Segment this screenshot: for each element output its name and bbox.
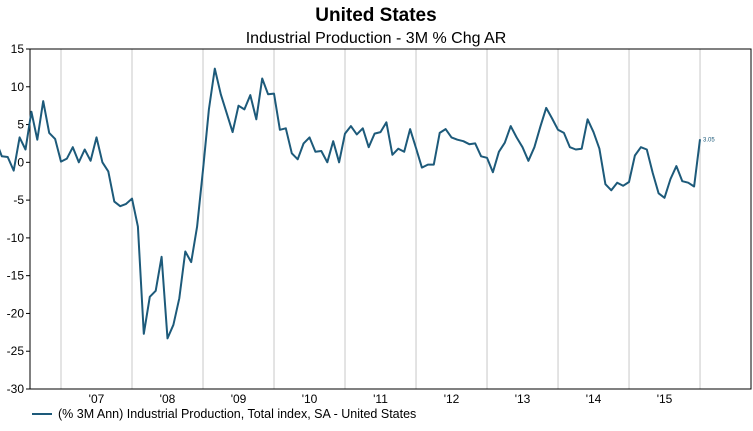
series-layer [0, 67, 701, 340]
y-tick-label: 0 [17, 155, 24, 169]
gridlines [60, 49, 701, 389]
x-tick-label: '14 [586, 392, 602, 406]
x-tick-label: '11 [373, 392, 388, 406]
y-tick-label: 5 [17, 118, 24, 132]
y-tick-label: -25 [7, 344, 25, 358]
series-line [0, 67, 701, 340]
y-tick-label: -15 [7, 269, 25, 283]
x-tick-label: '10 [302, 392, 318, 406]
end-value-label: 3.05 [703, 137, 715, 143]
x-tick-label: '13 [515, 392, 531, 406]
x-axis: '07 '08 '09 '10 '11 '12 '13 '14 '15 [89, 392, 673, 406]
y-axis: 15 10 5 0 -5 -10 -15 -20 -25 -30 [7, 42, 30, 396]
chart-title: United States [315, 5, 436, 26]
plot-frame [29, 48, 752, 390]
y-tick-label: -10 [7, 231, 25, 245]
x-tick-label: '12 [444, 392, 460, 406]
x-tick-label: '07 [89, 392, 105, 406]
x-tick-label: '08 [160, 392, 176, 406]
legend-label: (% 3M Ann) Industrial Production, Total … [58, 407, 416, 421]
x-tick-label: '15 [657, 392, 673, 406]
legend: (% 3M Ann) Industrial Production, Total … [32, 407, 416, 421]
y-tick-label: 15 [11, 42, 25, 56]
chart-subtitle: Industrial Production - 3M % Chg AR [246, 30, 507, 47]
y-tick-label: -20 [7, 306, 25, 320]
y-tick-label: -5 [13, 193, 24, 207]
x-tick-label: '09 [231, 392, 247, 406]
y-tick-label: -30 [7, 382, 25, 396]
y-tick-label: 10 [11, 80, 25, 94]
